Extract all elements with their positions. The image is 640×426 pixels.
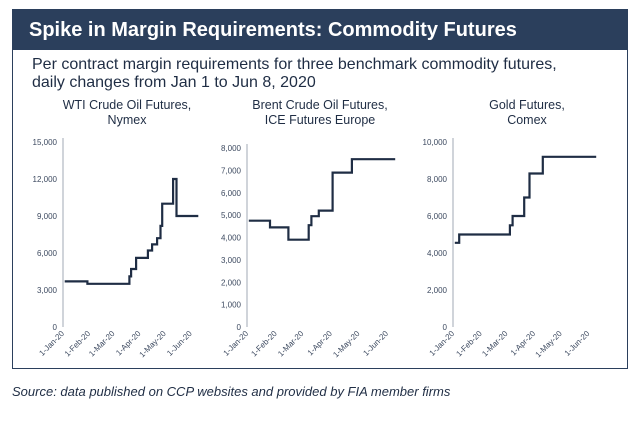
gold-chart-title-line-2: Comex [507, 113, 547, 127]
wti-y-tick-label: 6,000 [37, 249, 58, 258]
gold-x-tick-label: 1-Jan-20 [428, 329, 457, 358]
brent-y-tick-label: 4,000 [221, 234, 242, 243]
wti-x-tick-label: 1-May-20 [138, 329, 169, 360]
subtitle-line-2: daily changes from Jan 1 to Jun 8, 2020 [32, 74, 316, 91]
brent-x-tick-label: 1-Feb-20 [249, 329, 279, 359]
gold-chart-title-line-1: Gold Futures, [489, 98, 565, 112]
brent-chart-title-line-2: ICE Futures Europe [265, 113, 376, 127]
chart-subtitle: Per contract margin requirements for thr… [32, 56, 622, 92]
brent-y-tick-label: 7,000 [221, 166, 242, 175]
wti-y-tick-label: 9,000 [37, 212, 58, 221]
brent-series-line [248, 158, 396, 241]
brent-y-tick-label: 0 [237, 323, 242, 332]
brent-x-tick-label: 1-May-20 [331, 329, 362, 360]
wti-y-tick-label: 15,000 [33, 138, 58, 147]
brent-y-tick-label: 6,000 [221, 189, 242, 198]
brent-y-tick-label: 8,000 [221, 144, 242, 153]
gold-y-tick-label: 0 [443, 323, 448, 332]
source-note: Source: data published on CCP websites a… [12, 384, 451, 399]
brent-y-tick-label: 2,000 [221, 278, 242, 287]
brent-y-tick-label: 1,000 [221, 301, 242, 310]
brent-x-tick-label: 1-Jan-20 [222, 329, 251, 358]
gold-x-tick-label: 1-Feb-20 [454, 329, 484, 359]
brent-chart-title-line-1: Brent Crude Oil Futures, [252, 98, 387, 112]
gold-y-tick-label: 8,000 [427, 175, 448, 184]
brent-x-tick-label: 1-Apr-20 [306, 329, 335, 358]
chart-frame: Spike in Margin Requirements: Commodity … [12, 9, 628, 369]
wti-series-line [64, 177, 199, 285]
wti-y-tick-label: 3,000 [37, 286, 58, 295]
gold-y-tick-label: 4,000 [427, 249, 448, 258]
wti-y-tick-label: 12,000 [33, 175, 58, 184]
wti-x-tick-label: 1-Jan-20 [37, 329, 66, 358]
gold-y-tick-label: 6,000 [427, 212, 448, 221]
wti-y-tick-label: 0 [53, 323, 58, 332]
gold-series-line [454, 155, 597, 244]
gold-x-tick-label: 1-May-20 [534, 329, 565, 360]
brent-x-tick-label: 1-Jun-20 [361, 329, 390, 358]
subtitle-line-1: Per contract margin requirements for thr… [32, 56, 557, 73]
wti-chart-title-line-1: WTI Crude Oil Futures, [63, 98, 192, 112]
gold-x-tick-label: 1-Jun-20 [563, 329, 592, 358]
gold-y-tick-label: 2,000 [427, 286, 448, 295]
brent-y-tick-label: 5,000 [221, 211, 242, 220]
wti-x-tick-label: 1-Mar-20 [87, 329, 117, 359]
wti-chart-title-line-2: Nymex [108, 113, 148, 127]
page-title: Spike in Margin Requirements: Commodity … [13, 10, 627, 50]
wti-x-tick-label: 1-Jun-20 [165, 329, 194, 358]
gold-y-tick-label: 10,000 [423, 138, 448, 147]
brent-x-tick-label: 1-Mar-20 [276, 329, 306, 359]
brent-y-tick-label: 3,000 [221, 256, 242, 265]
gold-x-tick-label: 1-Mar-20 [480, 329, 510, 359]
